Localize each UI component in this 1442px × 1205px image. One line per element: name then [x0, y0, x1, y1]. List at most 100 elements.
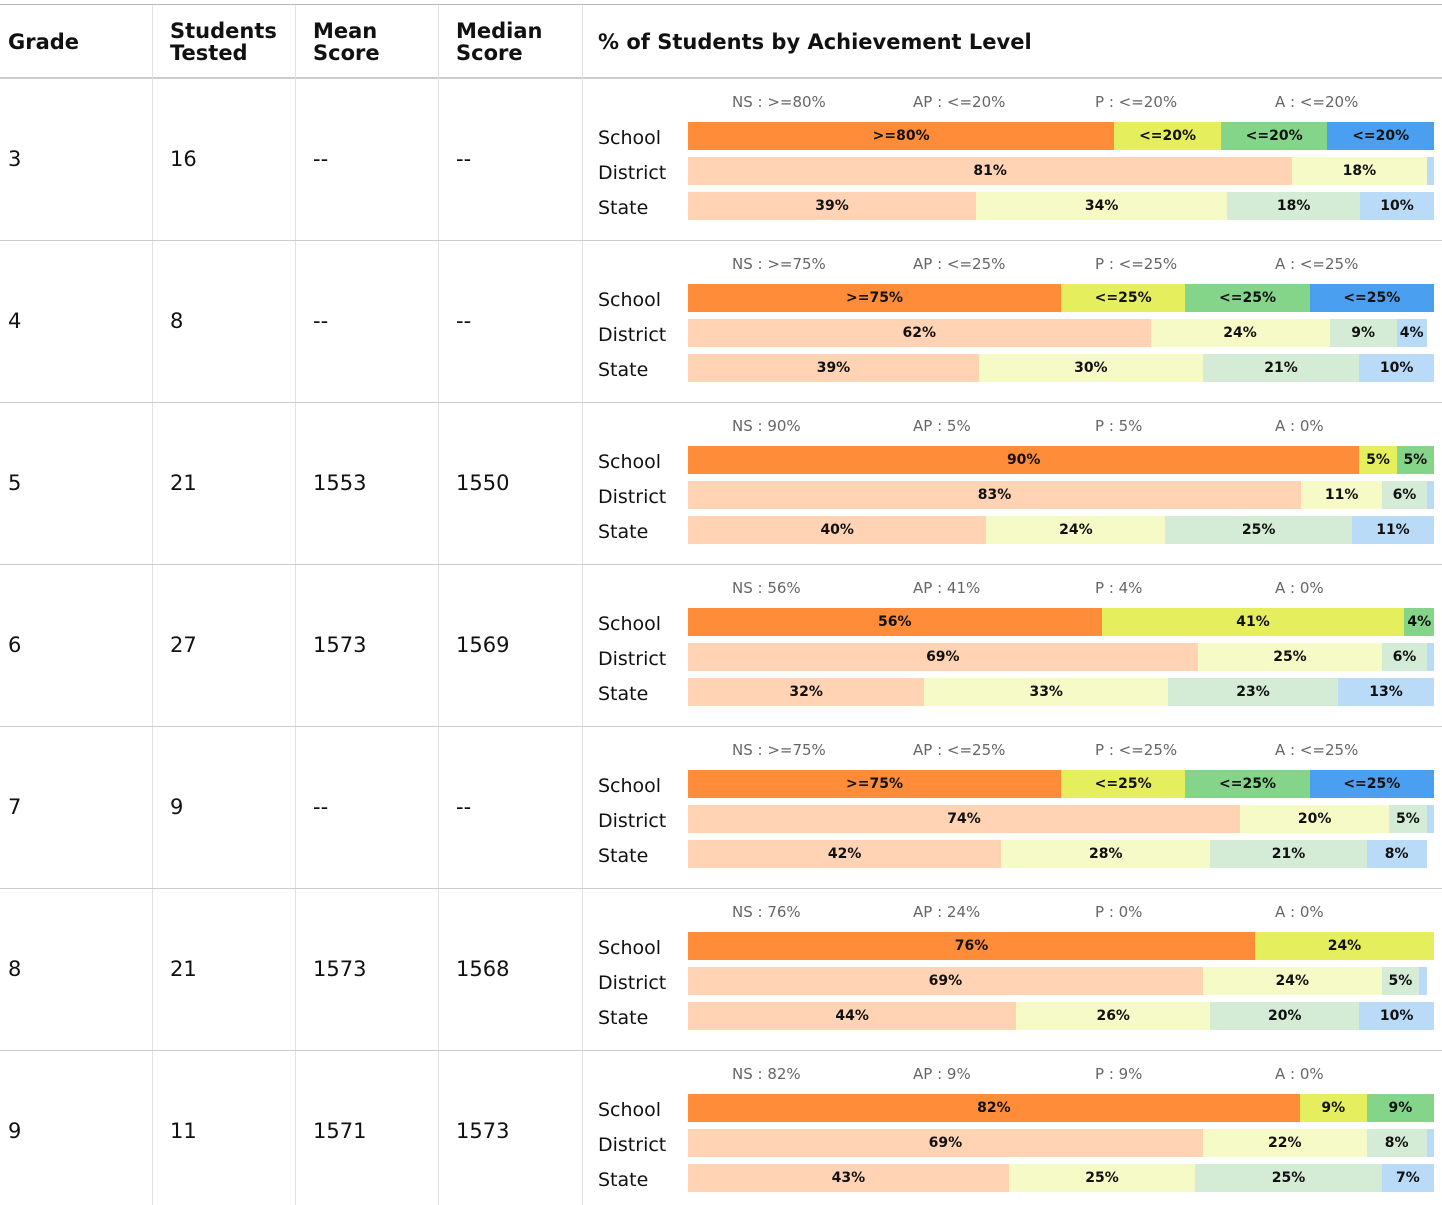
column-header: Median Score — [456, 19, 543, 65]
bar-segment: 24% — [1150, 319, 1330, 347]
level-label: NS : 56% — [732, 579, 801, 597]
cell-grade: 6 — [8, 633, 22, 657]
bar-segment — [1426, 1129, 1434, 1157]
bar-segment: 20% — [1240, 805, 1390, 833]
bar-label: State — [598, 359, 649, 381]
bar-label: State — [598, 197, 649, 219]
segment-label: 39% — [816, 360, 851, 376]
column-header: Grade — [8, 30, 80, 54]
bar-segment: <=25% — [1309, 770, 1434, 798]
segment-label: >=75% — [846, 290, 903, 306]
bar-label: District — [598, 1134, 667, 1156]
bar-segment: 62% — [688, 319, 1151, 347]
level-label: NS : 76% — [732, 903, 801, 921]
bar-segment: 42% — [688, 840, 1002, 868]
bar-segment: 33% — [924, 678, 1169, 706]
column-header: Students Tested — [170, 19, 277, 65]
bar-segment — [1426, 481, 1434, 509]
segment-label: 10% — [1379, 360, 1414, 376]
cell-grade: 4 — [8, 309, 22, 333]
bar-segment: 69% — [688, 643, 1198, 671]
segment-label: 4% — [1407, 614, 1432, 630]
bar-label: State — [598, 1169, 649, 1191]
bar-segment: 13% — [1337, 678, 1434, 706]
level-label: A : 0% — [1275, 579, 1324, 597]
segment-label: 30% — [1074, 360, 1108, 376]
segment-label: 5% — [1366, 452, 1390, 468]
segment-label: 18% — [1276, 198, 1311, 214]
bar-label: District — [598, 810, 667, 832]
row-rule — [0, 1050, 1442, 1051]
bar-segment: >=80% — [688, 122, 1115, 150]
column-divider — [582, 5, 583, 1205]
level-label: A : <=25% — [1275, 255, 1359, 273]
segment-label: 24% — [1059, 522, 1093, 538]
bar-segment: 5% — [1389, 805, 1427, 833]
row-rule — [0, 564, 1442, 565]
cell-mean: -- — [313, 795, 329, 819]
bar-segment: 21% — [1210, 840, 1367, 868]
column-header: Mean Score — [313, 19, 380, 65]
level-label: P : 5% — [1095, 417, 1143, 435]
bar-segment: 25% — [1195, 1164, 1382, 1192]
column-header: % of Students by Achievement Level — [598, 30, 1032, 54]
bar-label: School — [598, 451, 662, 473]
segment-label: <=25% — [1094, 776, 1152, 792]
bar-segment: 23% — [1168, 678, 1338, 706]
bar-segment: 4% — [1404, 608, 1434, 636]
segment-label: 25% — [1085, 1170, 1119, 1186]
segment-label: <=25% — [1094, 290, 1152, 306]
segment-label: 8% — [1384, 1135, 1409, 1151]
segment-label: 18% — [1342, 163, 1377, 179]
bar-segment: 11% — [1301, 481, 1383, 509]
segment-label: 90% — [1006, 452, 1041, 468]
bar-segment: <=25% — [1185, 284, 1310, 312]
bar-segment: <=20% — [1114, 122, 1221, 150]
segment-label: 56% — [878, 614, 912, 630]
row-rule — [0, 888, 1442, 889]
segment-label: 69% — [926, 649, 960, 665]
bar-segment: 44% — [688, 1002, 1017, 1030]
bar-segment: 81% — [688, 157, 1293, 185]
cell-grade: 8 — [8, 957, 22, 981]
segment-label: 10% — [1380, 198, 1414, 214]
segment-label: 25% — [1271, 1170, 1306, 1186]
row-rule — [0, 402, 1442, 403]
bar-segment: 11% — [1351, 516, 1434, 544]
segment-label: 9% — [1321, 1100, 1346, 1116]
segment-label: 5% — [1395, 811, 1420, 827]
cell-median: 1569 — [456, 633, 510, 657]
bar-segment: 34% — [976, 192, 1228, 220]
bar-segment: <=25% — [1061, 770, 1186, 798]
bar-label: District — [598, 972, 667, 994]
segment-label: 40% — [820, 522, 854, 538]
level-label: A : 0% — [1275, 903, 1324, 921]
segment-label: <=20% — [1245, 128, 1303, 144]
level-label: A : <=25% — [1275, 741, 1359, 759]
bar-segment: 32% — [688, 678, 925, 706]
bar-segment — [1426, 643, 1434, 671]
segment-label: 9% — [1388, 1100, 1413, 1116]
bar-segment: 6% — [1382, 643, 1427, 671]
segment-label: 28% — [1088, 846, 1123, 862]
segment-label: 10% — [1379, 1008, 1414, 1024]
cell-median: 1550 — [456, 471, 510, 495]
segment-label: 39% — [815, 198, 849, 214]
segment-label: 81% — [973, 163, 1007, 179]
bar-segment: 90% — [688, 446, 1360, 474]
bar-segment: 20% — [1210, 1002, 1360, 1030]
bar-segment: 25% — [1008, 1164, 1196, 1192]
segment-label: 6% — [1392, 649, 1417, 665]
segment-label: 43% — [831, 1170, 866, 1186]
bar-segment: 39% — [688, 354, 979, 382]
bar-label: State — [598, 521, 649, 543]
segment-label: 5% — [1388, 973, 1413, 989]
segment-label: 21% — [1264, 360, 1298, 376]
row-rule — [0, 240, 1442, 241]
bar-segment: 8% — [1366, 840, 1427, 868]
bar-segment: 26% — [1016, 1002, 1211, 1030]
cell-mean: 1571 — [313, 1119, 367, 1143]
bar-segment: 22% — [1202, 1129, 1367, 1157]
segment-label: 41% — [1236, 614, 1270, 630]
